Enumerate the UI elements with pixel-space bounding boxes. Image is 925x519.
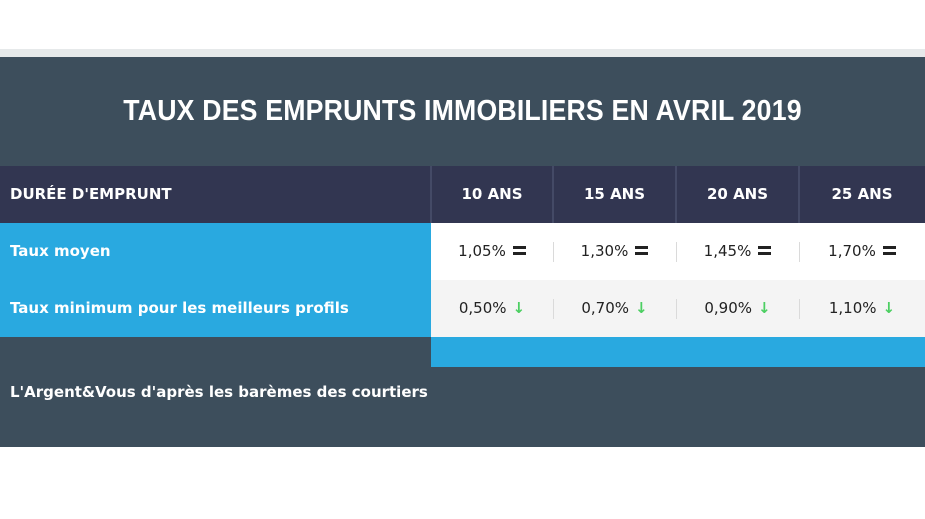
cell-divider xyxy=(553,242,554,262)
equals-icon xyxy=(758,245,772,257)
arrow-down-icon: ↓ xyxy=(512,299,526,317)
rate-value: 0,70% xyxy=(581,299,630,317)
table-row-label: Taux minimum pour les meilleurs profils xyxy=(0,280,431,337)
rate-cell: 1,70% xyxy=(799,223,925,280)
table-row xyxy=(431,223,925,280)
table-row xyxy=(431,280,925,337)
cell-divider xyxy=(676,299,677,319)
source-note: L'Argent&Vous d'après les barèmes des co… xyxy=(10,383,428,401)
rate-cell: 0,70% ↓ xyxy=(553,280,676,337)
header-divider xyxy=(675,166,677,223)
rate-value: 0,90% xyxy=(704,299,753,317)
rate-cell: 0,50% ↓ xyxy=(431,280,553,337)
rate-cell: 1,45% xyxy=(676,223,799,280)
top-divider-strip xyxy=(0,49,925,57)
rate-cell: 1,05% xyxy=(431,223,553,280)
column-header-25: 25 ANS xyxy=(799,166,925,223)
rate-cell: 1,10% ↓ xyxy=(799,280,925,337)
rate-value: 1,05% xyxy=(458,242,506,260)
rate-cell: 0,90% ↓ xyxy=(676,280,799,337)
cell-divider xyxy=(676,242,677,262)
arrow-down-icon: ↓ xyxy=(758,299,771,317)
arrow-down-icon: ↓ xyxy=(882,299,896,317)
rate-value: 1,30% xyxy=(580,242,629,260)
header-label-cell: DURÉE D'EMPRUNT xyxy=(0,166,431,223)
header-divider xyxy=(430,166,432,223)
header-divider xyxy=(798,166,800,223)
column-header-10: 10 ANS xyxy=(431,166,553,223)
cell-divider xyxy=(799,299,800,319)
header-label: DURÉE D'EMPRUNT xyxy=(10,185,172,203)
arrow-down-icon: ↓ xyxy=(635,299,648,317)
header-divider xyxy=(552,166,554,223)
cell-divider xyxy=(799,242,800,262)
equals-icon xyxy=(512,245,526,257)
cell-divider xyxy=(553,299,554,319)
rate-value: 1,70% xyxy=(828,242,876,260)
rate-cell: 1,30% xyxy=(553,223,676,280)
column-header-15: 15 ANS xyxy=(553,166,676,223)
column-header-20: 20 ANS xyxy=(676,166,799,223)
row-label-taux-minimum: Taux minimum pour les meilleurs profils xyxy=(10,299,349,317)
table-row-label: Taux moyen xyxy=(0,223,431,280)
accent-bar xyxy=(431,337,925,367)
rate-value: 0,50% xyxy=(458,299,507,317)
rates-panel: TAUX DES EMPRUNTS IMMOBILIERS EN AVRIL 2… xyxy=(0,57,925,447)
panel-title: TAUX DES EMPRUNTS IMMOBILIERS EN AVRIL 2… xyxy=(123,95,802,127)
rate-value: 1,45% xyxy=(703,242,752,260)
equals-icon xyxy=(635,245,649,257)
equals-icon xyxy=(882,245,896,257)
rate-value: 1,10% xyxy=(828,299,877,317)
row-label-taux-moyen: Taux moyen xyxy=(10,242,111,260)
